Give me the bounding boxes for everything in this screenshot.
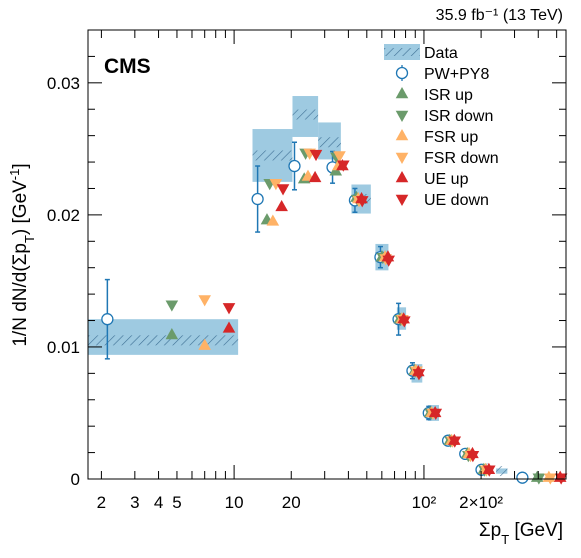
x-tick-label: 20	[282, 493, 301, 512]
legend-label-data: Data	[424, 45, 458, 62]
isr-up-point-0	[165, 328, 179, 340]
pw-py8-point-0	[101, 313, 114, 326]
markers	[101, 148, 568, 485]
ue-up-point-1	[275, 199, 288, 212]
legend-label-isr-down: ISR down	[424, 108, 493, 125]
legend-label-pw-py8: PW+PY8	[424, 66, 489, 83]
x-axis: 2 3 4 5 10 20 10² 2×10²	[97, 30, 558, 512]
data-band-hatch-1	[252, 150, 293, 161]
y-axis-title-exp: -1	[7, 169, 22, 181]
ue-down-point-1	[276, 184, 290, 196]
legend-label-isr-up: ISR up	[424, 87, 473, 104]
y-axis-title-sub: T	[22, 235, 37, 243]
fsr-up-point-0	[198, 338, 211, 350]
fsr-up-point-1	[266, 214, 280, 226]
legend-label-ue-down: UE down	[424, 192, 489, 209]
x-tick-label: 10	[225, 493, 244, 512]
y-tick-label: 0.01	[47, 338, 80, 357]
fsr-down-point-1	[269, 178, 283, 191]
data-band-hatch-0	[88, 335, 239, 346]
pw-py8-point-12	[516, 471, 529, 484]
x-axis-title-main: Σp	[479, 520, 501, 541]
legend: Data PW+PY8 ISR up ISR down FSR up FSR down UE…	[384, 44, 499, 209]
isr-down-point-0	[165, 300, 179, 312]
legend-label-fsr-down: FSR down	[424, 150, 499, 167]
ue-down-point-9	[448, 436, 462, 448]
ue-down-point-11	[482, 465, 496, 477]
legend-label-ue-up: UE up	[424, 171, 469, 188]
ue-down-point-4	[355, 196, 369, 208]
pw-py8-point-2	[288, 159, 301, 173]
cms-label: CMS	[104, 55, 151, 78]
legend-swatch-ue-down	[395, 194, 409, 206]
legend-swatch-isr-up	[395, 87, 409, 99]
legend-swatch-ue-up	[395, 171, 409, 183]
y-axis-title: 1/N dN/d(ΣpT) [GeV-1]	[7, 163, 37, 346]
svg-text:ΣpT [GeV]: ΣpT [GeV]	[479, 520, 563, 547]
y-axis-title-main: 1/N dN/d(Σp	[10, 243, 31, 347]
x-axis-title-unit: [GeV]	[509, 520, 563, 541]
x-tick-label: 2×10²	[459, 493, 503, 512]
ue-down-point-3	[337, 160, 350, 172]
ue-down-point-5	[382, 255, 395, 267]
ue-down-point-2	[309, 149, 323, 162]
legend-swatch-isr-down	[395, 110, 409, 122]
legend-swatch-data-hatch	[384, 48, 420, 56]
x-tick-label: 4	[154, 493, 163, 512]
y-tick-label: 0	[71, 470, 80, 489]
svg-text:1/N dN/d(ΣpT) [GeV-1]: 1/N dN/d(ΣpT) [GeV-1]	[7, 163, 37, 346]
legend-swatch-fsr-up	[395, 129, 409, 141]
fsr-down-point-0	[198, 295, 211, 307]
legend-swatch-fsr-down	[395, 152, 409, 164]
y-axis-title-close: ]	[10, 163, 31, 168]
y-axis-title-unit: ) [GeV	[10, 180, 31, 235]
ue-down-point-7	[412, 369, 426, 381]
y-tick-label: 0.02	[47, 206, 80, 225]
plot-frame	[87, 29, 567, 480]
x-tick-label: 3	[130, 493, 139, 512]
x-axis-title: ΣpT [GeV]	[479, 520, 563, 547]
y-tick-label: 0.03	[47, 74, 80, 93]
ue-down-point-0	[222, 303, 236, 315]
x-tick-label: 10²	[412, 493, 437, 512]
ue-down-point-8	[429, 408, 443, 420]
lumi-label: 35.9 fb⁻¹ (13 TeV)	[436, 7, 563, 24]
ue-up-point-2	[308, 170, 322, 183]
ue-up-point-0	[222, 321, 236, 333]
data-band-hatch-12	[496, 466, 508, 477]
data-band-hatch-2	[292, 109, 319, 120]
y-axis: 0 0.01 0.02 0.03	[47, 29, 566, 489]
x-tick-label: 5	[172, 493, 181, 512]
x-axis-title-sub: T	[501, 532, 509, 547]
fsr-down-point-3	[333, 151, 346, 163]
x-tick-label: 2	[97, 493, 106, 512]
ue-down-point-10	[466, 451, 480, 463]
pw-py8-point-1	[251, 192, 264, 206]
legend-label-fsr-up: FSR up	[424, 129, 478, 146]
legend-swatch-pw-py8	[395, 66, 409, 80]
ue-down-point-6	[398, 316, 411, 328]
data-band-hatch-3	[318, 137, 341, 148]
